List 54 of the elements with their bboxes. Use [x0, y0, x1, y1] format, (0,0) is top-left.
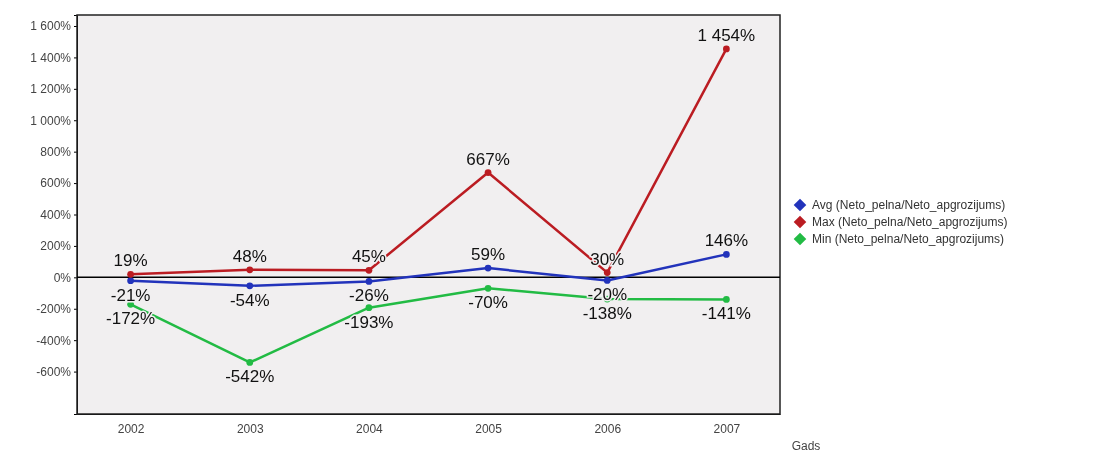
data-label: -26%: [349, 286, 389, 306]
data-label: -54%: [229, 290, 270, 310]
y-tick-label: -400%: [36, 333, 72, 348]
y-tick-label: -200%: [36, 302, 72, 317]
y-tick-label: 0%: [53, 270, 72, 285]
legend-label: Avg (Neto_pelna/Neto_apgrozijums): [812, 198, 1006, 212]
point: [723, 45, 730, 53]
data-label: -542%: [225, 367, 275, 387]
point: [365, 278, 373, 285]
data-label: 45%: [351, 247, 386, 267]
data-label: -141%: [701, 304, 751, 324]
data-label: -172%: [106, 309, 156, 329]
point: [484, 264, 492, 272]
data-label: 59%: [471, 245, 506, 265]
y-tick-label: 1 000%: [30, 113, 72, 128]
y-tick-label: 400%: [40, 207, 72, 222]
x-tick-label: 2002: [117, 421, 145, 436]
y-tick-label: 600%: [40, 176, 72, 191]
x-axis-title: Gads: [791, 439, 821, 453]
legend-label: Max (Neto_pelna/Neto_apgrozijums): [812, 215, 1008, 229]
legend-label: Min (Neto_pelna/Neto_apgrozijums): [812, 232, 1005, 246]
point: [723, 296, 730, 303]
point: [246, 359, 254, 366]
data-label: -21%: [110, 285, 151, 305]
x-tick-label: 2004: [356, 421, 384, 436]
point: [603, 277, 611, 284]
y-tick-label: 800%: [40, 145, 72, 160]
data-label: 48%: [232, 246, 267, 266]
y-tick-label: 1 600%: [30, 19, 72, 34]
point: [365, 304, 373, 312]
data-label: 667%: [466, 149, 510, 169]
point: [484, 284, 492, 292]
x-tick-label: 2003: [236, 421, 264, 436]
y-tick-label: -600%: [36, 364, 72, 379]
point: [246, 282, 254, 290]
point: [484, 169, 492, 176]
x-tick-label: 2007: [713, 421, 741, 436]
y-tick-label: 200%: [40, 239, 72, 254]
data-label: -193%: [344, 312, 394, 332]
point: [246, 266, 254, 274]
x-tick-label: 2005: [475, 421, 503, 436]
data-label: -70%: [468, 293, 508, 313]
data-label: 1 454%: [697, 25, 756, 45]
point: [127, 270, 134, 278]
x-tick-label: 2006: [594, 421, 622, 436]
point: [723, 251, 730, 258]
point: [365, 266, 373, 274]
y-tick-label: 1 200%: [30, 82, 72, 97]
point: [603, 269, 611, 276]
data-label: 19%: [113, 251, 148, 271]
y-tick-label: 1 400%: [30, 50, 72, 65]
point: [127, 277, 134, 285]
data-label: -138%: [582, 304, 632, 324]
data-label: 146%: [704, 231, 749, 251]
